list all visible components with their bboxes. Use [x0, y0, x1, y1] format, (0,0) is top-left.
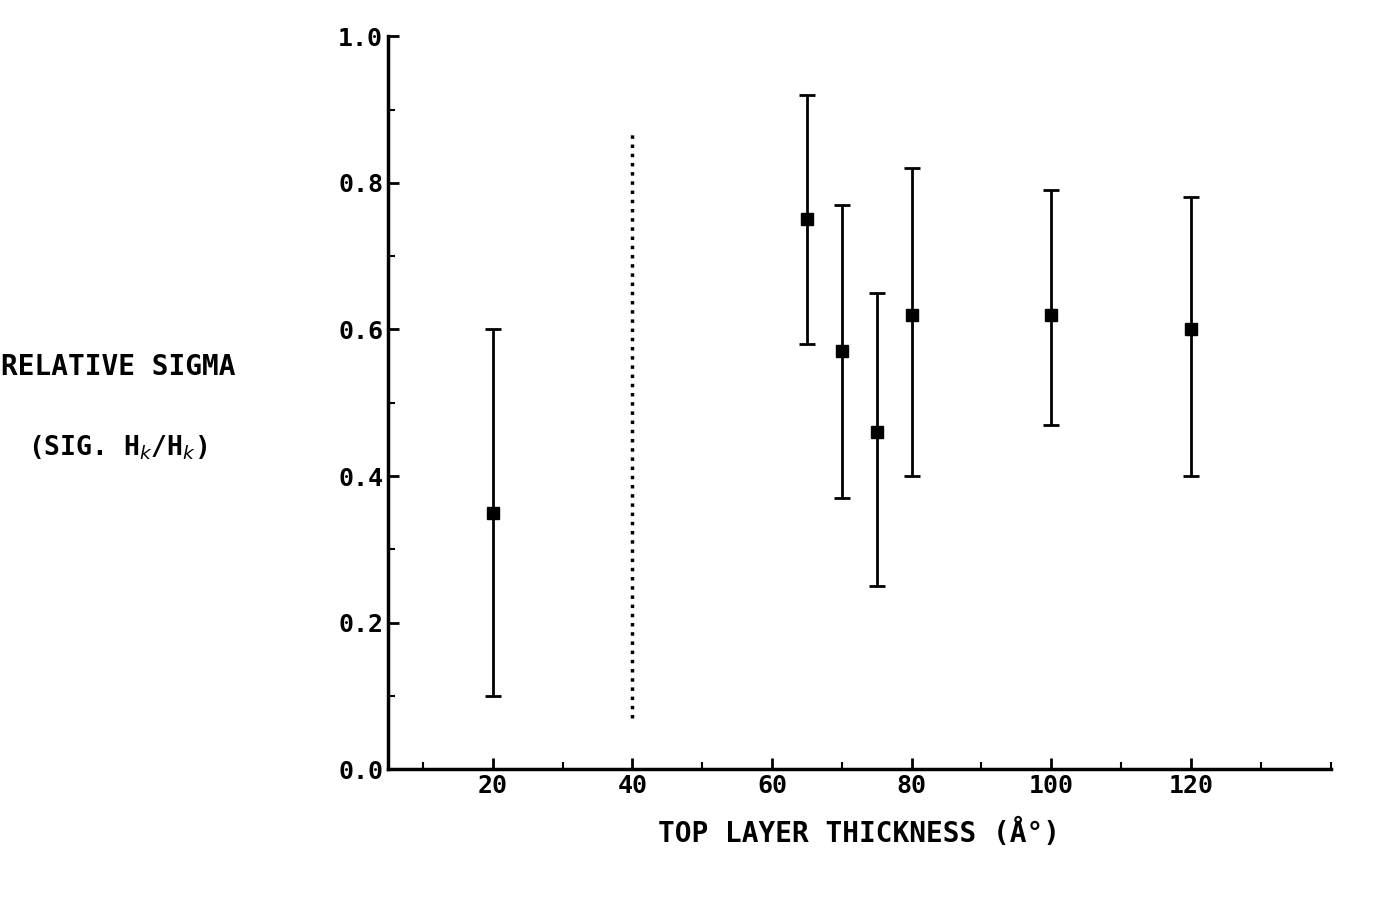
Text: RELATIVE SIGMA: RELATIVE SIGMA	[0, 353, 236, 380]
X-axis label: TOP LAYER THICKNESS (Å°): TOP LAYER THICKNESS (Å°)	[658, 819, 1060, 848]
Text: (SIG. H$_k$/H$_k$): (SIG. H$_k$/H$_k$)	[28, 433, 208, 462]
